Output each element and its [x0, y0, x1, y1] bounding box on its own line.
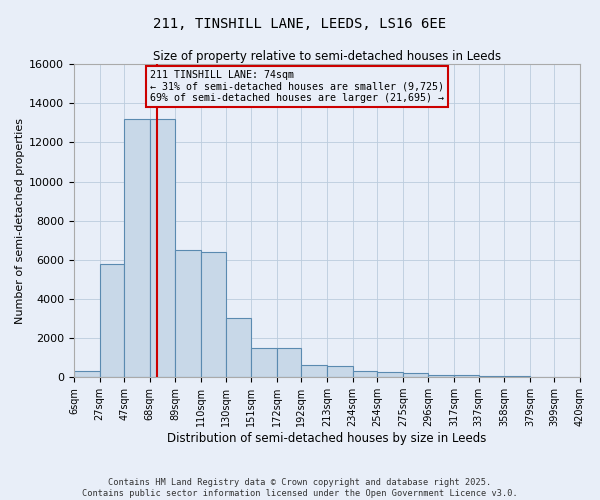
Bar: [201, 252, 226, 377]
Text: Contains HM Land Registry data © Crown copyright and database right 2025.
Contai: Contains HM Land Registry data © Crown c…: [82, 478, 518, 498]
Bar: [479, 376, 504, 377]
Bar: [353, 372, 377, 377]
Bar: [251, 348, 277, 377]
X-axis label: Distribution of semi-detached houses by size in Leeds: Distribution of semi-detached houses by …: [167, 432, 487, 445]
Bar: [327, 366, 353, 377]
Bar: [100, 264, 124, 377]
Text: 211 TINSHILL LANE: 74sqm
← 31% of semi-detached houses are smaller (9,725)
69% o: 211 TINSHILL LANE: 74sqm ← 31% of semi-d…: [150, 70, 444, 103]
Bar: [428, 376, 454, 377]
Bar: [150, 119, 175, 377]
Bar: [403, 374, 428, 377]
Text: 211, TINSHILL LANE, LEEDS, LS16 6EE: 211, TINSHILL LANE, LEEDS, LS16 6EE: [154, 18, 446, 32]
Bar: [504, 376, 530, 377]
Bar: [377, 372, 403, 377]
Bar: [301, 366, 327, 377]
Bar: [454, 376, 479, 377]
Bar: [124, 119, 150, 377]
Bar: [277, 348, 301, 377]
Bar: [74, 372, 100, 377]
Bar: [226, 318, 251, 377]
Y-axis label: Number of semi-detached properties: Number of semi-detached properties: [15, 118, 25, 324]
Title: Size of property relative to semi-detached houses in Leeds: Size of property relative to semi-detach…: [153, 50, 501, 63]
Bar: [175, 250, 201, 377]
